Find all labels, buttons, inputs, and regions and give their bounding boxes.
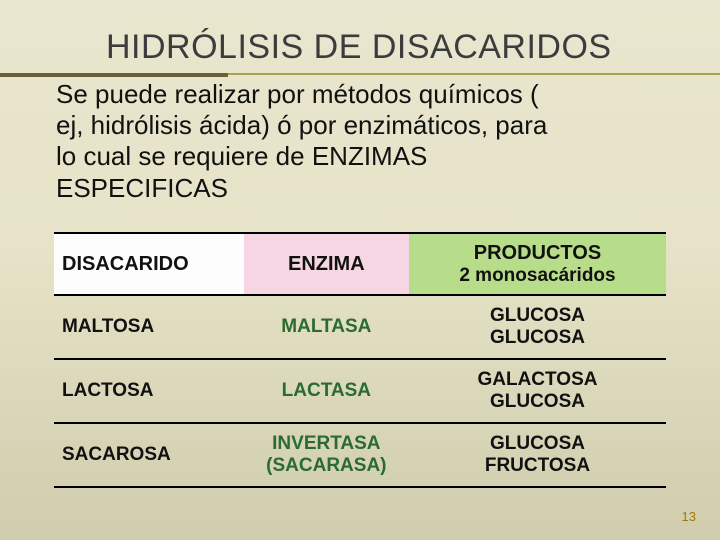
slide: HIDRÓLISIS DE DISACARIDOS Se puede reali… — [0, 0, 720, 540]
header-enzima: ENZIMA — [244, 233, 409, 295]
page-number: 13 — [682, 509, 696, 524]
producto-line: GALACTOSA — [417, 369, 658, 391]
table-row: MALTOSA MALTASA GLUCOSA GLUCOSA — [54, 295, 666, 359]
slide-title: HIDRÓLISIS DE DISACARIDOS — [0, 28, 720, 73]
cell-enzima: INVERTASA (SACARASA) — [244, 423, 409, 487]
table-row: LACTOSA LACTASA GALACTOSA GLUCOSA — [54, 359, 666, 423]
cell-disacarido: MALTOSA — [54, 295, 244, 359]
cell-enzima: MALTASA — [244, 295, 409, 359]
cell-disacarido: SACAROSA — [54, 423, 244, 487]
header-disacarido: DISACARIDO — [54, 233, 244, 295]
cell-enzima: LACTASA — [244, 359, 409, 423]
intro-line-3: lo cual se requiere de ENZIMAS — [56, 141, 427, 171]
enzima-line: INVERTASA — [252, 433, 401, 455]
producto-line: GLUCOSA — [417, 433, 658, 455]
cell-productos: GALACTOSA GLUCOSA — [409, 359, 666, 423]
intro-line-4: ESPECIFICAS — [56, 173, 228, 203]
enzima-line: LACTASA — [252, 380, 401, 402]
intro-line-2: ej, hidrólisis ácida) ó por enzimáticos,… — [56, 110, 547, 140]
cell-disacarido: LACTOSA — [54, 359, 244, 423]
header-productos: PRODUCTOS 2 monosacáridos — [409, 233, 666, 295]
header-productos-sub: 2 monosacáridos — [417, 265, 658, 287]
producto-line: GLUCOSA — [417, 391, 658, 413]
producto-line: GLUCOSA — [417, 327, 658, 349]
hydrolysis-table: DISACARIDO ENZIMA PRODUCTOS 2 monosacári… — [54, 232, 666, 488]
intro-text: Se puede realizar por métodos químicos (… — [0, 73, 720, 204]
cell-productos: GLUCOSA GLUCOSA — [409, 295, 666, 359]
table-row: SACAROSA INVERTASA (SACARASA) GLUCOSA FR… — [54, 423, 666, 487]
intro-line-1: Se puede realizar por métodos químicos ( — [56, 79, 539, 109]
table-header-row: DISACARIDO ENZIMA PRODUCTOS 2 monosacári… — [54, 233, 666, 295]
producto-line: GLUCOSA — [417, 305, 658, 327]
header-productos-main: PRODUCTOS — [474, 242, 601, 264]
enzima-line: MALTASA — [252, 316, 401, 338]
enzima-line: (SACARASA) — [252, 455, 401, 477]
cell-productos: GLUCOSA FRUCTOSA — [409, 423, 666, 487]
hydrolysis-table-wrap: DISACARIDO ENZIMA PRODUCTOS 2 monosacári… — [54, 232, 666, 488]
producto-line: FRUCTOSA — [417, 455, 658, 477]
table-body: MALTOSA MALTASA GLUCOSA GLUCOSA LACTOSA … — [54, 295, 666, 487]
